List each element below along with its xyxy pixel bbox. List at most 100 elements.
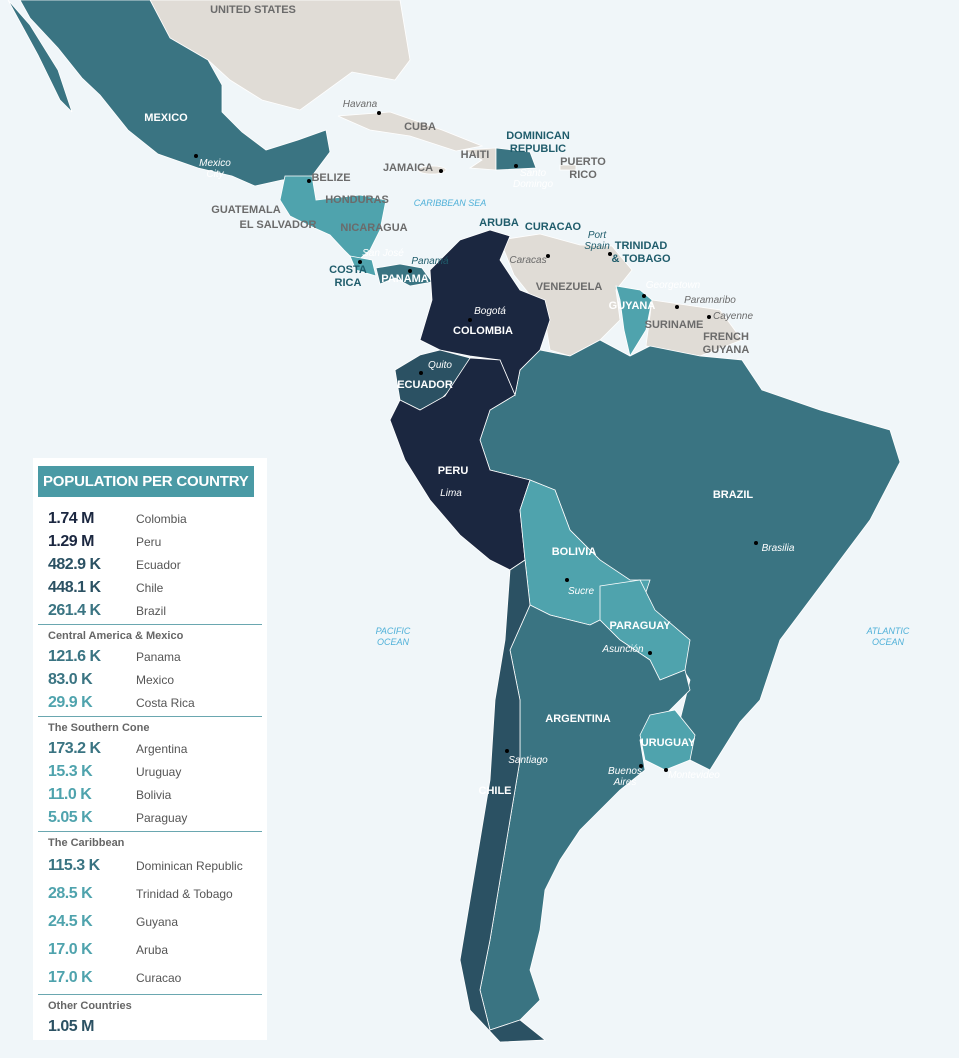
map-label: Lima xyxy=(440,488,462,499)
capital xyxy=(377,111,381,115)
map-label: ARUBA xyxy=(479,217,519,229)
chile xyxy=(459,559,547,1043)
legend-groups: 1.74 M Colombia 1.29 M Peru 482.9 K Ecuador 44… xyxy=(38,505,262,1040)
country-name: Trinidad & Tobago xyxy=(136,887,233,901)
map-label-line: GUYANA xyxy=(703,344,750,356)
map-label-line: BRAZIL xyxy=(713,489,754,501)
map-label-line: SURINAME xyxy=(645,319,704,331)
map-label-line: PANAMA xyxy=(381,273,429,285)
capital xyxy=(307,179,311,183)
map-label: EL SALVADOR xyxy=(239,219,316,231)
map-label-line: BOLIVIA xyxy=(552,546,597,558)
uruguay xyxy=(639,709,696,771)
population-value: 121.6 K xyxy=(48,647,101,665)
costa-rica xyxy=(349,255,377,277)
country-name: Curacao xyxy=(136,971,182,985)
dominican-republic xyxy=(495,147,537,171)
capital xyxy=(754,541,758,545)
population-value: 1.74 M xyxy=(48,509,94,527)
map-label: Santiago xyxy=(508,755,548,766)
map-label: TRINIDAD & TOBAGO xyxy=(611,240,671,265)
guyana xyxy=(615,285,653,358)
map-label-line: CUBA xyxy=(404,121,436,133)
capital xyxy=(358,260,362,264)
map-label-line: PERU xyxy=(438,465,469,477)
map-label: PERU xyxy=(438,465,469,477)
legend-row: 482.9 K Ecuador xyxy=(48,553,262,576)
panama xyxy=(375,263,433,287)
map-label-line: UNITED STATES xyxy=(210,4,296,16)
legend-group: Other Countries 1.05 M xyxy=(38,994,262,1040)
map-label-line: Caracas xyxy=(509,255,546,266)
map-label-line: Spain xyxy=(584,241,610,252)
country-name: Paraguay xyxy=(136,810,188,825)
legend-title: POPULATION PER COUNTRY xyxy=(38,466,254,497)
capital xyxy=(664,768,668,772)
map-label-line: CURACAO xyxy=(525,221,582,233)
map-label: CURACAO xyxy=(525,221,582,233)
map-label: ECUADOR xyxy=(397,379,453,391)
map-label-line: HAITI xyxy=(461,149,490,161)
map-label-line: & TOBAGO xyxy=(611,253,671,265)
map-label: CHILE xyxy=(479,785,512,797)
map-label: Quito xyxy=(428,360,452,371)
map-label: PARAGUAY xyxy=(609,620,671,632)
map-label: San José xyxy=(362,248,404,259)
country-name: Colombia xyxy=(136,511,187,526)
map-label-line: Santo xyxy=(520,168,547,179)
capital xyxy=(408,269,412,273)
map-label: SURINAME xyxy=(645,319,704,331)
map-label: VENEZUELA xyxy=(536,281,603,293)
legend-group: Central America & Mexico 121.6 K Panama 83.… xyxy=(38,624,262,716)
country-name: Mexico xyxy=(136,672,175,687)
map-label: CUBA xyxy=(404,121,436,133)
map-label-line: CARIBBEAN SEA xyxy=(414,198,487,208)
legend-row: 261.4 K Brazil xyxy=(48,599,262,622)
map-label-line: Sucre xyxy=(568,586,595,597)
map-label: Brasilia xyxy=(762,543,795,554)
legend-row: 29.9 K Costa Rica xyxy=(48,691,262,714)
map-label: BOLIVIA xyxy=(552,546,597,558)
legend: POPULATION PER COUNTRY 1.74 M Colombia 1.2… xyxy=(33,458,267,1040)
population-value: 448.1 K xyxy=(48,578,101,596)
jamaica xyxy=(417,165,447,175)
map-label-line: Mexico xyxy=(199,158,231,169)
map-label: Georgetown xyxy=(646,280,701,291)
map-label-line: FRENCH xyxy=(703,331,749,343)
country-name: Dominican Republic xyxy=(136,859,243,873)
suriname-guiana xyxy=(645,299,743,357)
map-label-line: CHILE xyxy=(479,785,512,797)
map-label: PANAMA xyxy=(381,273,429,285)
map-label: BELIZE xyxy=(311,172,350,184)
map-label-line: Havana xyxy=(343,99,378,110)
map-label-line: Bogotá xyxy=(474,306,506,317)
map-label-line: NICARAGUA xyxy=(340,222,407,234)
population-value: 29.9 K xyxy=(48,693,93,711)
map-label: Asunción xyxy=(601,644,644,655)
map-label: Sucre xyxy=(568,586,595,597)
map-label: Caracas xyxy=(509,255,546,266)
map-label-line: City xyxy=(206,169,224,180)
map-label-line: ECUADOR xyxy=(397,379,453,391)
map-label: BRAZIL xyxy=(713,489,754,501)
map-label: ARGENTINA xyxy=(545,713,610,725)
group-heading: The Caribbean xyxy=(48,837,125,849)
map-label: Santo Domingo xyxy=(513,168,553,190)
map-label-line: Montevideo xyxy=(668,770,720,781)
map-label-line: DOMINICAN xyxy=(506,130,570,142)
map-label: MEXICO xyxy=(144,112,188,124)
map-label-line: PACIFIC xyxy=(376,626,411,636)
map-label-line: COLOMBIA xyxy=(453,325,513,337)
map-label: JAMAICA xyxy=(383,162,433,174)
capitals xyxy=(194,111,758,772)
map-label-line: Cayenne xyxy=(713,311,753,322)
capital xyxy=(468,318,472,322)
map-label-line: Paramaribo xyxy=(684,295,736,306)
population-value: 1.29 M xyxy=(48,532,94,550)
map-label-line: Aires xyxy=(613,777,637,788)
group-heading: The Southern Cone xyxy=(48,722,150,734)
capital xyxy=(514,164,518,168)
map-label: COSTA RICA xyxy=(329,264,367,289)
